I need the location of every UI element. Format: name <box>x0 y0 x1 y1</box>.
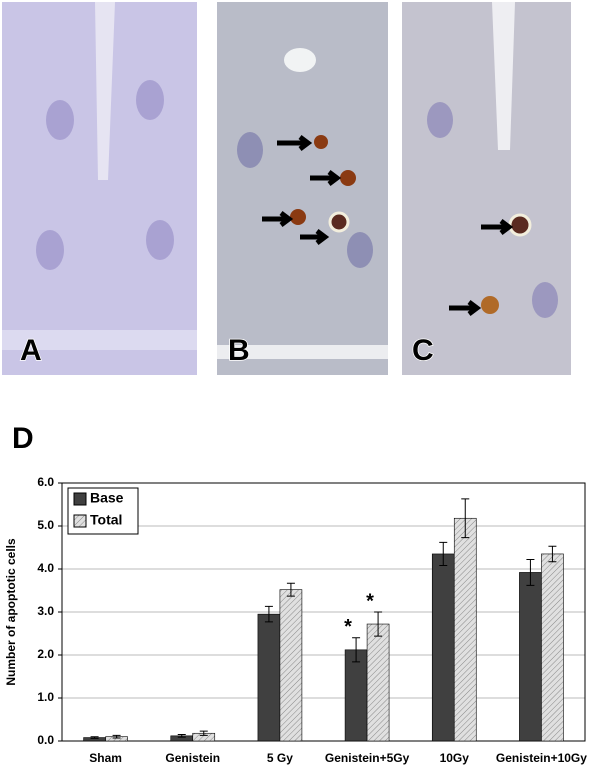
bar <box>279 589 303 742</box>
x-tick-label: Genistein+5Gy <box>325 751 410 765</box>
error-bar <box>439 541 448 567</box>
error-bar <box>177 734 186 738</box>
error-bar <box>90 736 99 739</box>
x-tick-label: 5 Gy <box>267 751 293 765</box>
plot-frame <box>61 482 586 742</box>
y-tick-label: 3.0 <box>37 604 54 618</box>
error-bar <box>199 730 208 736</box>
bar <box>431 553 455 742</box>
panel-label: C <box>412 334 434 367</box>
y-axis-label: Number of apoptotic cells <box>4 538 18 686</box>
panel-label: A <box>20 334 42 367</box>
x-tick-label: Genistein+10Gy <box>496 751 587 765</box>
legend-swatch <box>73 492 87 506</box>
bar <box>257 613 281 742</box>
bar <box>366 623 390 742</box>
y-tick-label: 1.0 <box>37 690 54 704</box>
y-tick-label: 5.0 <box>37 518 54 532</box>
legend-label: Total <box>90 512 122 528</box>
error-bar <box>352 637 361 663</box>
micrograph-c <box>402 2 571 375</box>
panel-label: D <box>12 422 34 455</box>
annotation: * <box>366 590 374 612</box>
y-tick-label: 6.0 <box>37 475 54 489</box>
error-bar <box>112 734 121 739</box>
x-tick-label: 10Gy <box>440 751 470 765</box>
micrograph-a <box>2 2 197 375</box>
y-tick-label: 0.0 <box>37 733 54 747</box>
error-bar <box>461 498 470 539</box>
annotation: * <box>344 616 352 638</box>
bar <box>453 517 477 742</box>
error-bar <box>526 559 535 586</box>
x-tick-label: Sham <box>89 751 122 765</box>
y-tick-label: 2.0 <box>37 647 54 661</box>
bar <box>541 553 564 742</box>
bar <box>519 572 542 742</box>
y-tick-label: 4.0 <box>37 561 54 575</box>
error-bar <box>548 545 557 563</box>
x-tick-label: Genistein <box>165 751 220 765</box>
micrograph-b <box>217 2 388 375</box>
panel-label: B <box>228 334 250 367</box>
legend-label: Base <box>90 490 124 506</box>
error-bar <box>374 611 383 637</box>
error-bar <box>286 582 295 597</box>
error-bar <box>264 605 273 623</box>
bar <box>344 649 368 742</box>
legend-swatch <box>73 514 87 528</box>
